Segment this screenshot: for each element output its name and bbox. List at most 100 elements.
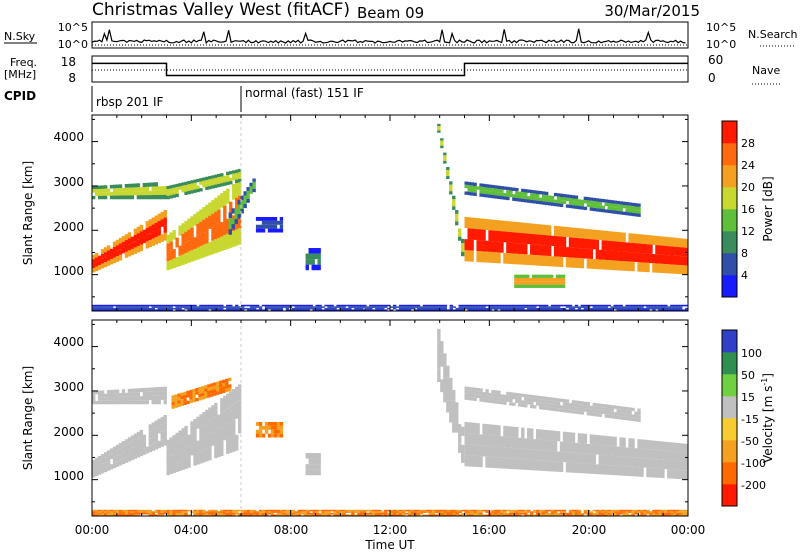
data-cell <box>679 309 683 311</box>
data-cell <box>628 438 632 448</box>
data-cell <box>410 509 415 512</box>
data-cell <box>583 509 588 512</box>
data-cell <box>539 255 543 266</box>
data-cell <box>214 181 218 185</box>
data-cell <box>622 466 626 476</box>
data-cell <box>217 209 221 224</box>
data-cell <box>303 307 307 310</box>
data-cell <box>571 306 576 308</box>
data-cell <box>541 245 546 256</box>
data-cell <box>524 397 528 401</box>
data-cell <box>205 409 209 423</box>
data-cell <box>565 304 570 307</box>
data-cell <box>476 456 480 468</box>
data-cell <box>339 304 343 307</box>
data-cell <box>437 511 442 513</box>
data-cell <box>539 309 543 311</box>
data-cell <box>546 281 551 285</box>
data-cell <box>586 412 591 416</box>
data-cell <box>664 450 668 461</box>
data-cell <box>121 236 126 242</box>
data-cell <box>184 436 188 448</box>
data-cell <box>500 512 504 515</box>
data-cell <box>682 247 686 257</box>
data-cell <box>610 411 614 416</box>
data-cell <box>592 204 597 208</box>
data-cell <box>500 514 504 516</box>
data-cell <box>589 197 594 201</box>
data-cell <box>550 461 555 472</box>
data-cell <box>476 445 480 457</box>
data-cell <box>121 400 126 405</box>
data-cell <box>526 277 530 282</box>
data-cell <box>199 509 203 512</box>
data-cell <box>145 512 150 515</box>
data-cell <box>524 306 528 308</box>
data-cell <box>273 429 278 434</box>
data-cell <box>580 512 585 515</box>
data-cell <box>258 216 263 221</box>
data-cell <box>673 306 677 308</box>
data-cell <box>160 395 164 400</box>
data-cell <box>577 410 582 415</box>
data-cell <box>455 412 459 423</box>
data-cell <box>631 261 635 272</box>
data-cell <box>562 431 567 442</box>
data-cell <box>163 194 167 200</box>
data-cell <box>205 304 209 307</box>
data-cell <box>297 509 301 512</box>
data-cell <box>574 237 579 248</box>
data-cell <box>604 445 608 456</box>
data-cell <box>625 410 629 414</box>
data-cell <box>157 307 161 310</box>
data-cell <box>145 509 150 512</box>
data-cell <box>464 512 468 515</box>
data-cell <box>613 307 617 310</box>
data-cell <box>616 309 620 311</box>
data-cell <box>163 304 167 307</box>
data-cell <box>205 306 209 308</box>
data-cell <box>390 309 394 311</box>
data-cell <box>536 460 540 471</box>
data-cell <box>503 447 507 458</box>
data-cell <box>177 403 181 407</box>
data-cell <box>163 209 167 218</box>
velocity-y-tick-3000: 3000 <box>53 380 84 394</box>
data-cell <box>446 365 450 378</box>
data-cell <box>497 185 501 190</box>
data-cell <box>333 309 337 311</box>
data-cell <box>544 304 549 307</box>
data-cell <box>267 306 272 308</box>
data-cell <box>181 509 185 512</box>
data-cell <box>455 511 459 513</box>
data-cell <box>622 511 626 513</box>
data-cell <box>211 418 215 433</box>
velocity-scale-tick-15: 15 <box>741 391 755 404</box>
data-cell <box>121 514 126 516</box>
data-cell <box>183 395 187 399</box>
data-cell <box>679 247 683 257</box>
data-cell <box>637 511 641 513</box>
data-cell <box>544 514 549 516</box>
power-axis-ticks <box>91 115 689 311</box>
data-cell <box>562 197 567 201</box>
data-cell <box>169 509 173 512</box>
data-cell <box>613 231 617 242</box>
data-cell <box>348 511 352 513</box>
data-cell <box>127 396 132 401</box>
data-cell <box>667 451 671 461</box>
data-cell <box>613 250 617 261</box>
data-cell <box>103 262 108 268</box>
data-cell <box>643 234 647 245</box>
data-cell <box>199 307 203 310</box>
colorbar-swatch <box>722 462 737 485</box>
data-cell <box>249 182 253 187</box>
data-cell <box>317 458 321 465</box>
data-cell <box>503 394 507 399</box>
data-cell <box>658 245 662 255</box>
data-cell <box>610 231 614 242</box>
power-colorbar: 4 8 12 16 20 24 28 Power [dB] <box>721 120 775 298</box>
data-cell <box>133 388 138 393</box>
data-cell <box>160 431 164 440</box>
data-cell <box>276 511 281 513</box>
